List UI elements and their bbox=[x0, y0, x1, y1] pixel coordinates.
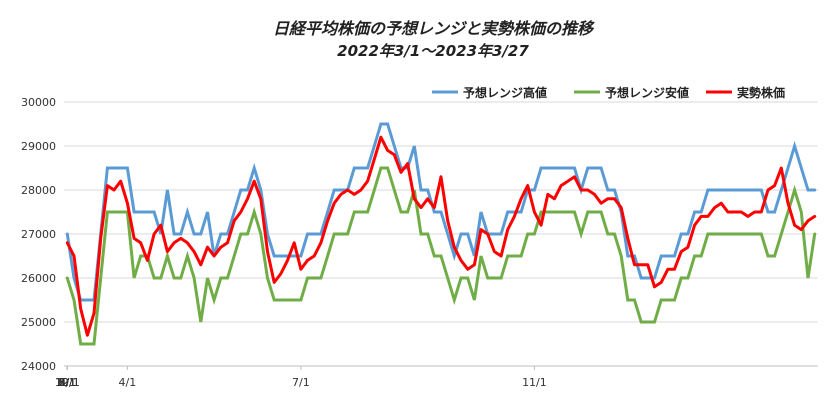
x-tick-label: 10/1 bbox=[55, 376, 80, 389]
x-tick-label: 2/1 bbox=[58, 376, 76, 389]
x-tick-label: 5/1 bbox=[58, 376, 76, 389]
y-tick-label: 30000 bbox=[21, 96, 56, 109]
x-tick-label: 8/1 bbox=[58, 376, 76, 389]
y-tick-label: 24000 bbox=[21, 360, 56, 373]
chart-subtitle: 2022年3/1～2023年3/27 bbox=[337, 42, 529, 60]
x-tick-label: 6/1 bbox=[58, 376, 76, 389]
y-tick-label: 28000 bbox=[21, 184, 56, 197]
x-tick-label: 3/1 bbox=[58, 376, 76, 389]
series-lines bbox=[65, 122, 817, 346]
legend: 予想レンジ高値 予想レンジ安値 実勢株価 bbox=[432, 85, 785, 100]
x-tick-label: 7/1 bbox=[292, 376, 310, 389]
y-tick-label: 26000 bbox=[21, 272, 56, 285]
x-tick-label: 9/1 bbox=[58, 376, 76, 389]
legend-label: 実勢株価 bbox=[737, 85, 785, 100]
y-tick-label: 25000 bbox=[21, 316, 56, 329]
x-tick-label: 11/1 bbox=[522, 376, 547, 389]
legend-label: 予想レンジ高値 bbox=[463, 85, 547, 100]
chart-title: 日経平均株価の予想レンジと実勢株価の推移 bbox=[273, 19, 595, 38]
series-line-2 bbox=[65, 135, 817, 337]
series-line-0 bbox=[65, 122, 817, 302]
x-tick-label: 4/1 bbox=[119, 376, 137, 389]
gridlines bbox=[64, 101, 818, 367]
series-line-1 bbox=[65, 166, 817, 346]
x-tick-label: 1/1 bbox=[58, 376, 76, 389]
x-axis-ticks: 3/1 4/15/16/1 7/18/19/110/1 11/112/11/12/13… bbox=[55, 365, 818, 389]
legend-label: 予想レンジ安値 bbox=[605, 85, 689, 100]
x-tick-label: 3/1 bbox=[58, 376, 76, 389]
y-tick-label: 29000 bbox=[21, 140, 56, 153]
x-tick-label: 12/1 bbox=[55, 376, 80, 389]
y-tick-label: 27000 bbox=[21, 228, 56, 241]
y-axis-ticks: 24000 25000 26000 27000 28000 29000 30000 bbox=[21, 96, 56, 373]
